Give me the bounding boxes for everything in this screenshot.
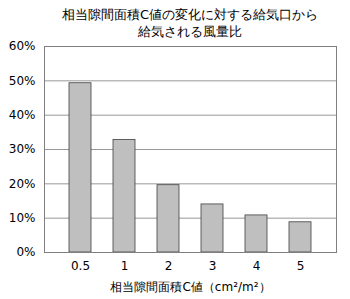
svg-text:4: 4 xyxy=(253,259,261,273)
svg-text:相当隙間面積C値（cm²/m²）: 相当隙間面積C値（cm²/m²） xyxy=(110,280,270,294)
html-text:相当隙間面積C値の変化に対する給気口から 給気される風量比: 相当隙間面積C値の変化に対する給気口から 給気される風量比 xyxy=(62,7,318,39)
svg-text:2: 2 xyxy=(165,259,173,273)
svg-text:1: 1 xyxy=(121,259,129,273)
svg-text:3: 3 xyxy=(209,259,217,273)
svg-text:50%: 50% xyxy=(9,74,36,88)
svg-text:60%: 60% xyxy=(9,39,36,53)
svg-text:10%: 10% xyxy=(9,211,36,225)
svg-text:0.5: 0.5 xyxy=(71,259,90,273)
svg-text:30%: 30% xyxy=(9,142,36,156)
svg-text:20%: 20% xyxy=(9,177,36,191)
svg-text:40%: 40% xyxy=(9,108,36,122)
svg-text:5: 5 xyxy=(297,259,305,273)
svg-text:0%: 0% xyxy=(16,245,35,259)
